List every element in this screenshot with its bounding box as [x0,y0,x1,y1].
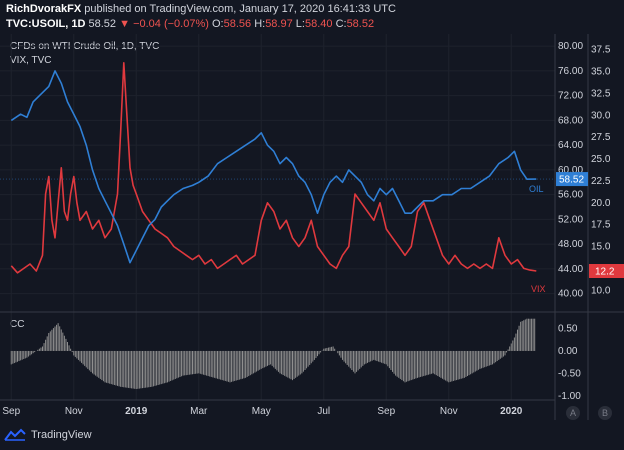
vix-axis-tick: 37.5 [591,45,611,56]
time-axis-tick: Jul [317,406,330,417]
time-axis: Sep Nov 2019 Mar May Jul Sep Nov 2020 [2,406,522,417]
last-price: 58.52 [88,18,117,30]
oil-axis-tick: 76.00 [558,66,583,77]
vix-axis-tick: 20.0 [591,198,611,209]
vix-series-legend[interactable]: VIX, TVC [10,55,52,66]
cc-axis-tick: -1.00 [558,391,581,402]
tradingview-logo-icon [4,428,26,441]
time-axis-tick: May [252,406,271,417]
brand-name: TradingView [31,429,92,441]
vix-axis-tick: 32.5 [591,88,611,99]
vix-line-label: VIX [531,284,546,294]
oil-axis-tick: 80.00 [558,41,583,52]
b-button[interactable]: B [598,406,612,420]
cc-pane-legend[interactable]: CC [10,319,25,330]
ohlc-bar: TVC:USOIL, 1D 58.52 ▼ −0.04 (−0.07%) O:5… [6,18,375,30]
open-value: 58.56 [223,18,252,30]
oil-line-label: OIL [529,184,544,194]
low-value: 58.40 [304,18,333,30]
oil-axis-tick: 68.00 [558,115,583,126]
oil-axis-tick: 52.00 [558,214,583,225]
price-change: −0.04 (−0.07%) [133,18,209,30]
last-value-badges: 58.52 12.2 [556,172,624,278]
vix-axis-tick: 17.5 [591,220,611,231]
cc-axis-tick: 0.50 [558,324,578,335]
time-axis-tick: Mar [190,406,208,417]
series-lines [0,62,555,274]
oil-line [10,70,537,264]
time-axis-tick: 2020 [500,406,523,417]
author-name[interactable]: RichDvorakFX [6,3,82,15]
time-axis-tick: Sep [2,406,20,417]
symbol-label: TVC:USOIL, 1D [6,18,86,30]
vix-axis-tick: 15.0 [591,242,611,253]
cc-axis-tick: 0.00 [558,346,578,357]
oil-axis-tick: 40.00 [558,289,583,300]
cc-bars [10,318,536,390]
vix-last-value: 12.2 [595,267,615,278]
oil-axis-tick: 44.00 [558,264,583,275]
cc-axis-tick: -0.50 [558,368,581,379]
a-button[interactable]: A [566,406,580,420]
vix-axis-tick: 35.0 [591,67,611,78]
vix-axis-tick: 10.0 [591,285,611,296]
close-value: 58.52 [346,18,375,30]
price-axes: 40.00 44.00 48.00 52.00 56.00 60.00 64.00 68.00… [558,41,611,402]
oil-last-value: 58.52 [559,175,584,186]
oil-last-badge [556,172,588,187]
vix-last-badge [589,264,624,278]
vix-axis-tick: 22.5 [591,176,611,187]
vix-line [10,62,537,274]
oil-axis-tick: 64.00 [558,140,583,151]
tradingview-brand[interactable]: TradingView [4,428,92,442]
time-axis-tick: Nov [65,406,83,417]
time-axis-tick: Sep [377,406,395,417]
vix-axis-tick: 27.5 [591,132,611,143]
publish-info: RichDvorakFX published on TradingView.co… [6,3,396,15]
time-axis-tick: 2019 [125,406,148,417]
chart-grid [0,34,555,400]
oil-axis-tick: 56.00 [558,190,583,201]
oil-axis-tick: 60.00 [558,165,583,176]
oil-axis-tick: 72.00 [558,91,583,102]
oil-axis-tick: 48.00 [558,239,583,250]
high-value: 58.97 [265,18,293,30]
vix-axis-tick: 25.0 [591,154,611,165]
publish-text: published on TradingView.com, January 17… [84,3,396,15]
vix-axis-tick: 30.0 [591,110,611,121]
down-arrow-icon: ▼ [119,18,130,30]
time-axis-tick: Nov [440,406,458,417]
